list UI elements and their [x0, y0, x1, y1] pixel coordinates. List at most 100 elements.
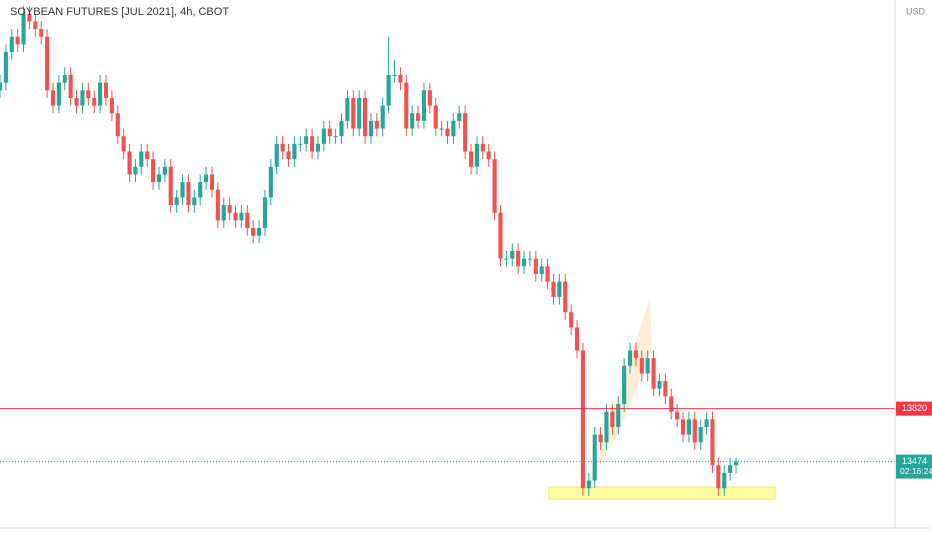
candle-body — [463, 113, 468, 152]
candle-body — [0, 82, 3, 91]
candle-body — [510, 250, 515, 259]
candle-body — [27, 13, 32, 22]
candle-body — [162, 166, 167, 175]
candle-body — [622, 365, 627, 405]
candle-body — [345, 97, 350, 121]
candle-body — [733, 461, 739, 466]
candle-body — [304, 136, 309, 144]
candle-body — [298, 143, 303, 145]
candle-body — [33, 21, 38, 30]
candle-body — [262, 197, 268, 229]
candle-body — [527, 258, 532, 260]
candle-body — [651, 358, 656, 389]
candle-body — [186, 182, 191, 206]
candle-body — [292, 143, 297, 160]
candle-body — [680, 419, 686, 435]
candle-body — [151, 159, 156, 183]
candle-body — [374, 120, 379, 129]
countdown-label: 02:16:24 — [900, 466, 932, 476]
candle-body — [209, 174, 215, 190]
candle-body — [563, 281, 568, 313]
candle-body — [251, 228, 256, 236]
candle-body — [433, 105, 438, 129]
candle-body — [245, 212, 250, 229]
candle-body — [233, 212, 238, 221]
candle-body — [451, 120, 456, 137]
candle-body — [3, 52, 8, 83]
candle-body — [398, 74, 403, 83]
candle-body — [421, 90, 427, 121]
candle-body — [357, 97, 362, 129]
candle-body — [274, 143, 279, 167]
candle-body — [180, 182, 185, 198]
candle-body — [68, 74, 73, 98]
candle-body — [474, 143, 480, 167]
candle-body — [221, 205, 226, 221]
candle-body — [310, 136, 315, 152]
chart-title: SOYBEAN FUTURES [JUL 2021], 4h, CBOT — [10, 6, 229, 18]
candle-body — [498, 212, 503, 259]
level-label: 13820 — [902, 403, 927, 413]
candle-body — [657, 381, 662, 389]
candle-body — [139, 151, 144, 167]
candle-body — [45, 36, 50, 91]
candle-body — [351, 97, 356, 129]
candle-body — [533, 258, 538, 274]
candle-body — [686, 419, 691, 435]
candle-body — [586, 480, 591, 489]
candle-body — [574, 327, 580, 351]
candle-body — [404, 82, 409, 129]
candle-body — [616, 404, 621, 427]
candle-body — [492, 159, 497, 213]
candle-body — [486, 151, 491, 160]
candle-body — [239, 212, 244, 221]
candle-body — [380, 105, 385, 129]
candle-body — [480, 143, 485, 152]
candle-body — [56, 82, 61, 106]
candle-body — [598, 434, 603, 443]
candle-body — [145, 151, 150, 160]
candle-body — [439, 128, 444, 130]
candle-body — [156, 174, 162, 183]
candle-body — [74, 97, 79, 106]
candle-body — [716, 465, 721, 489]
candle-body — [103, 82, 109, 98]
candle-body — [9, 36, 14, 53]
candle-body — [192, 197, 197, 206]
candle-body — [198, 182, 203, 198]
candle-body — [327, 128, 332, 137]
candle-body — [445, 128, 450, 137]
candle-body — [627, 350, 633, 366]
candle-body — [257, 228, 262, 236]
candle-body — [692, 419, 697, 443]
candle-body — [610, 411, 615, 427]
candle-body — [109, 97, 114, 114]
candle-body — [174, 197, 179, 206]
candle-body — [127, 151, 132, 175]
candle-body — [539, 266, 544, 274]
candle-body — [62, 74, 67, 83]
candle-body — [21, 13, 26, 45]
candle-body — [215, 189, 220, 221]
candle-body — [410, 113, 415, 129]
candle-body — [569, 312, 574, 328]
candle-body — [545, 266, 550, 282]
wedge-drawing — [590, 298, 652, 482]
candle-body — [280, 143, 285, 152]
candle-body — [168, 166, 173, 206]
candle-body — [121, 136, 126, 152]
candle-body — [363, 97, 368, 137]
candle-body — [722, 472, 727, 489]
candle-body — [704, 419, 709, 427]
candle-body — [551, 281, 556, 297]
candle-body — [663, 381, 668, 397]
candle-body — [86, 90, 91, 98]
candle-body — [675, 411, 680, 420]
currency-label: USD — [906, 6, 926, 16]
candle-body — [15, 36, 20, 45]
candle-body — [516, 250, 521, 267]
candle-body — [427, 90, 432, 106]
candle-body — [633, 350, 638, 359]
candle-body — [580, 350, 585, 489]
